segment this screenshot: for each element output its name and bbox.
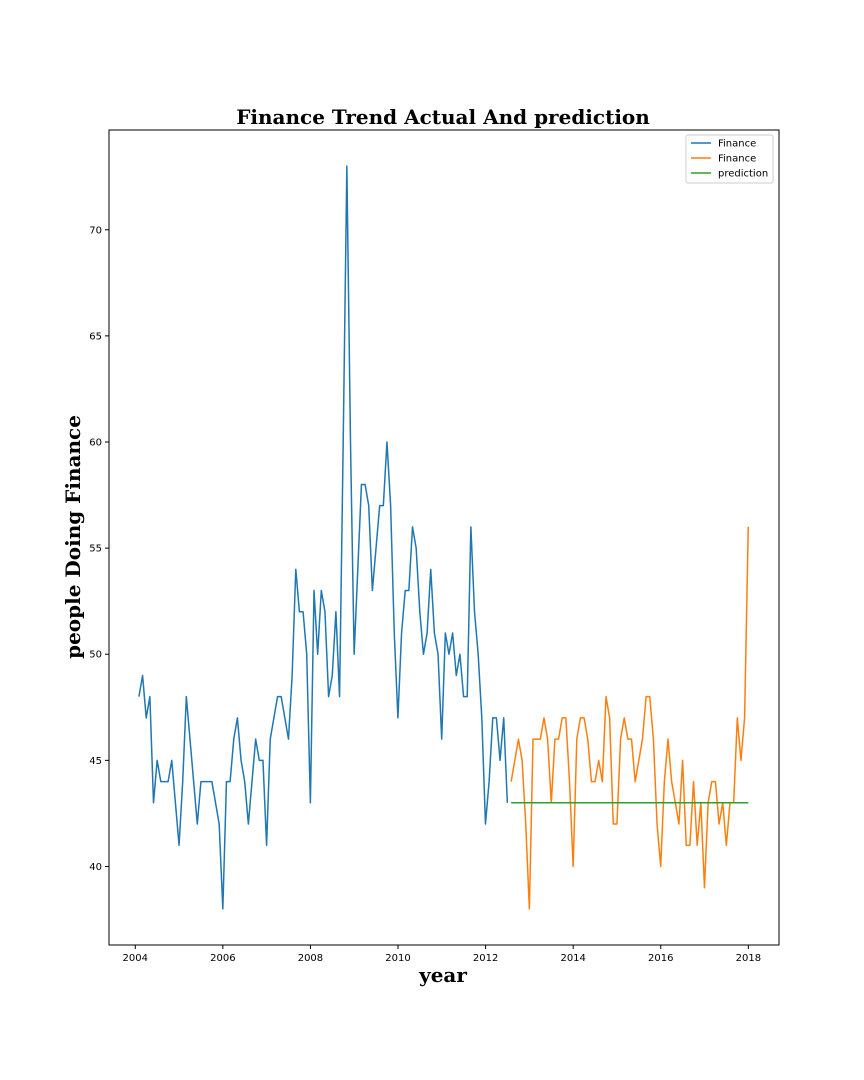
y-tick-label: 60: [89, 437, 102, 448]
x-axis-label: year: [418, 963, 467, 987]
series-line-2: [510, 526, 749, 910]
x-tick-label: 2014: [560, 953, 585, 964]
legend-label-3: prediction: [718, 169, 768, 180]
y-tick-label: 55: [89, 544, 102, 555]
y-tick-label: 40: [89, 862, 102, 873]
x-tick-label: 2016: [648, 953, 673, 964]
series-line-1: [138, 165, 509, 910]
chart-title: Finance Trend Actual And prediction: [236, 105, 650, 129]
y-tick-label: 65: [89, 331, 102, 342]
x-axis: 2004 2006 2008 2010 2012 2014 2016 2018: [123, 945, 761, 964]
legend-label-1: Finance: [718, 139, 756, 150]
x-tick-label: 2008: [298, 953, 323, 964]
plot-frame: [108, 129, 780, 946]
plot-area: [138, 165, 749, 910]
legend-box: [685, 134, 774, 184]
x-tick-label: 2006: [210, 953, 235, 964]
y-tick-label: 45: [89, 756, 102, 767]
x-tick-label: 2018: [736, 953, 761, 964]
x-tick-label: 2012: [473, 953, 498, 964]
x-tick-label: 2010: [385, 953, 410, 964]
legend-label-2: Finance: [718, 154, 756, 165]
legend: Finance Finance prediction: [685, 134, 774, 184]
y-tick-label: 50: [89, 650, 102, 661]
y-axis: 40 45 50 55 60 65 70: [89, 225, 109, 873]
x-tick-label: 2004: [123, 953, 148, 964]
y-tick-label: 70: [89, 225, 102, 236]
y-axis-label: people Doing Finance: [61, 415, 85, 659]
